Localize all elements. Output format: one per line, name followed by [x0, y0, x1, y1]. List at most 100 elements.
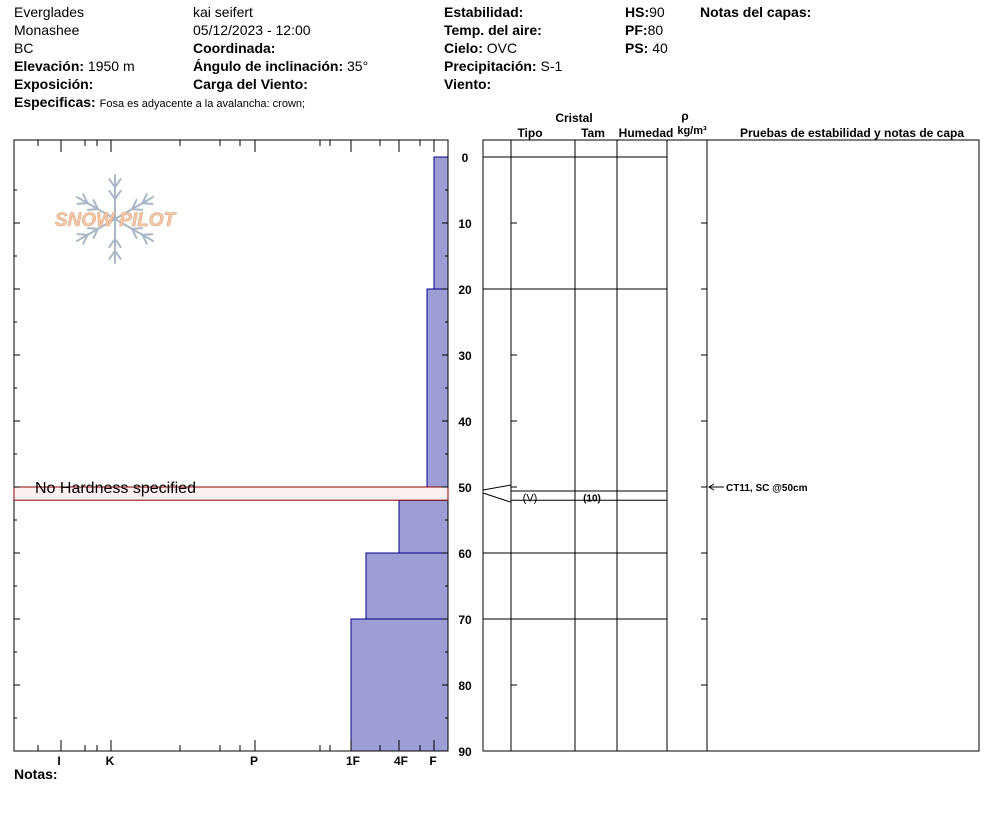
depth-label: 20: [458, 283, 472, 297]
flake-branch: [108, 237, 116, 249]
wind-label: Viento:: [444, 76, 492, 92]
elevation-label: Elevación:: [14, 58, 85, 74]
depth-labels: 0 10 20 30 40 50 60 70 80 90: [458, 151, 472, 759]
ps: PS: 40: [625, 40, 668, 56]
layer-connector: [482, 484, 512, 491]
layer-table-ticks: [511, 222, 707, 686]
flake-branch: [141, 233, 148, 245]
flake-branch: [131, 227, 144, 230]
flake-branch: [114, 178, 122, 189]
hs: HS:90: [625, 4, 665, 20]
flake-branch: [114, 189, 122, 201]
depth-label: 90: [458, 745, 472, 759]
hardness-ticks: [14, 140, 448, 751]
density-unit: kg/m³: [677, 125, 707, 137]
flake-branch: [108, 178, 116, 189]
slope-angle: Ángulo de inclinación: 35°: [193, 58, 368, 74]
flake-branch: [108, 249, 116, 260]
flake-branch: [141, 202, 154, 205]
crystal-header: Cristal: [555, 111, 592, 125]
weak-layer-band: [13, 486, 449, 501]
flake-branch: [86, 208, 99, 211]
flake-branch: [92, 227, 99, 239]
weak-layer: No Hardness specified: [13, 480, 449, 501]
mountain-range: Monashee: [14, 22, 80, 38]
hardness-bar: [365, 552, 449, 620]
wind-load-label: Carga del Viento:: [193, 76, 308, 92]
flake-branch: [82, 193, 89, 205]
hardness-bar: [350, 618, 449, 752]
sky: Cielo: OVC: [444, 40, 517, 56]
hardness-label: K: [106, 754, 115, 768]
flake-arm: [114, 196, 155, 220]
sky-value: OVC: [486, 40, 518, 56]
depth-label: 70: [458, 613, 472, 627]
elevation-value: 1950 m: [87, 58, 135, 74]
layer-table: [482, 139, 980, 752]
coordinate-label: Coordinada:: [193, 40, 276, 56]
flake-branch: [82, 233, 89, 245]
hardness-layers: [350, 156, 449, 752]
depth-label: 60: [458, 547, 472, 561]
flake-arm: [75, 196, 116, 220]
slope-label: Ángulo de inclinación:: [193, 58, 344, 74]
flake-branch: [141, 193, 148, 205]
tests-header: Pruebas de estabilidad y notas de capa: [740, 126, 964, 140]
precipitation: Precipitación: S-1: [444, 58, 562, 74]
flake-branch: [114, 237, 122, 249]
snowpilot-logo: SNOW PILOT: [55, 174, 177, 264]
hardness-labels: I K P 1F 4F F: [57, 754, 436, 768]
depth-label: 80: [458, 679, 472, 693]
grain-type: (V): [523, 493, 538, 505]
hardness-panel: [13, 139, 449, 752]
depth-label: 10: [458, 217, 472, 231]
elevation: Elevación: 1950 m: [14, 58, 135, 74]
specifics: Especificas: Fosa es adyacente a la aval…: [14, 94, 305, 112]
flake-branch: [92, 199, 99, 211]
sky-label: Cielo:: [444, 40, 483, 56]
notes-label: Notas:: [14, 766, 58, 782]
location: Everglades: [14, 4, 85, 20]
flake-branch: [131, 227, 138, 239]
pf-value: 80: [647, 22, 664, 38]
density-symbol: ρ: [681, 109, 688, 123]
moisture-header: Humedad: [619, 126, 674, 140]
hs-value: 90: [649, 4, 665, 20]
flake-branch: [131, 199, 138, 211]
flake-branch: [76, 233, 89, 236]
date-time: 05/12/2023 - 12:00: [193, 22, 311, 38]
pf-label: PF:: [625, 22, 648, 38]
arrow-head-icon: [708, 483, 715, 491]
flake-branch: [141, 233, 154, 236]
stability-test-result: CT11, SC @50cm: [726, 483, 808, 494]
layer-notes-label: Notas del capas:: [700, 4, 812, 20]
flake-arm: [75, 218, 116, 242]
type-header: Tipo: [517, 126, 542, 140]
hardness-label: I: [57, 754, 60, 768]
flake-branch: [114, 249, 122, 260]
hardness-label: P: [250, 754, 258, 768]
hardness-label: F: [429, 754, 436, 768]
layer-connector: [482, 492, 512, 503]
flake-arm: [114, 218, 155, 242]
specifics-value: Fosa es adyacente a la avalancha: crown;: [99, 98, 306, 110]
hardness-bar: [398, 499, 449, 554]
region: BC: [14, 40, 34, 56]
depth-label: 40: [458, 415, 472, 429]
size-header: Tam: [581, 126, 605, 140]
precip-label: Precipitación:: [444, 58, 537, 74]
observer: kai seifert: [193, 4, 253, 20]
precip-value: S-1: [540, 58, 563, 74]
specifics-label: Especificas:: [14, 94, 96, 110]
snowflake-icon: [75, 174, 155, 264]
depth-label: 30: [458, 349, 472, 363]
depth-label: 50: [458, 481, 472, 495]
ps-value: 40: [652, 40, 668, 56]
flake-branch: [108, 189, 116, 201]
grain-size: (10): [583, 494, 601, 505]
flake-branch: [86, 227, 99, 230]
flake-branch: [131, 208, 144, 211]
pf: PF:80: [625, 22, 663, 38]
slope-value: 35°: [347, 58, 369, 74]
